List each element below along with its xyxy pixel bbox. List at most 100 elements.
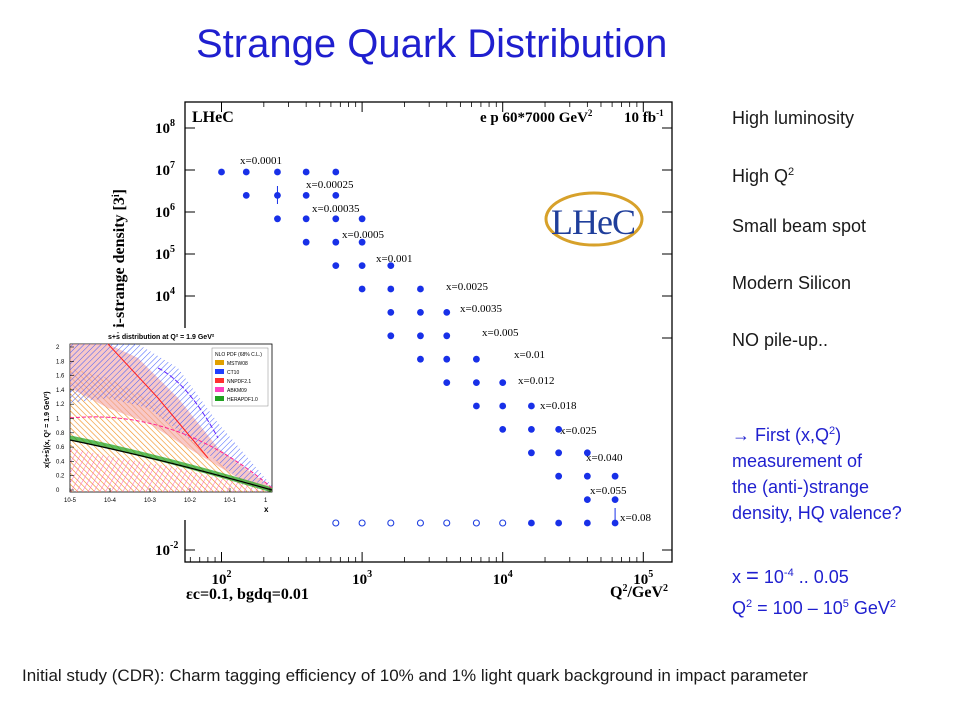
data-point (499, 379, 507, 386)
conclusion-line-1: → First (x,Q2) (732, 425, 842, 445)
data-point (242, 192, 250, 199)
footer-note: Initial study (CDR): Charm tagging effic… (22, 666, 808, 685)
data-point (417, 309, 424, 316)
data-point (387, 309, 395, 316)
inset-plot: s+s̄ distribution at Q² = 1.9 GeV² NLO P… (38, 328, 282, 520)
inset-y-tick-label: 0.6 (56, 445, 65, 451)
data-point (443, 379, 451, 386)
inset-legend-label: NLO PDF (68% C.L.) (215, 352, 262, 358)
plot-lumi: 10 fb-1 (624, 108, 664, 126)
series-label: x=0.0005 (342, 229, 384, 241)
inset-legend-label: CT10 (227, 370, 239, 376)
data-point (472, 355, 480, 363)
data-point (417, 285, 424, 293)
data-point-open (416, 519, 424, 527)
series-label: x=0.01 (514, 349, 545, 361)
bullet-no-pile-up: NO pile-up.. (732, 330, 829, 350)
inset-y-tick-label: 1.4 (56, 388, 65, 394)
data-point (611, 472, 619, 480)
data-point (555, 519, 563, 527)
data-point (472, 379, 480, 386)
lhec-logo: LHeC (544, 191, 644, 247)
data-point-open (443, 519, 451, 527)
data-point (358, 262, 366, 269)
inset-legend-swatch (215, 369, 224, 374)
q2-range: Q2 = 100 – 105 GeV2 (732, 598, 897, 618)
data-point-open (472, 519, 480, 527)
inset-legend-swatch (215, 378, 224, 383)
data-point (555, 426, 563, 433)
inset-x-tick-label: 10-3 (144, 498, 157, 504)
series-label: x=0.00035 (312, 203, 360, 215)
inset-legend-label: NNPDF2.1 (227, 379, 251, 385)
conclusion-text: → First (x,Q2) measurement of the (anti-… (732, 418, 902, 526)
series-label: x=0.040 (586, 452, 623, 464)
plot-ylabel: anti-strange density [3i] (111, 189, 128, 350)
series-label: x=0.012 (518, 375, 554, 387)
data-point (218, 168, 225, 176)
y-tick-label: 104 (155, 286, 175, 305)
plot-title-left: LHeC (192, 109, 234, 126)
inset-y-tick-label: 0 (56, 488, 60, 494)
data-point (583, 496, 591, 503)
data-point-open (358, 519, 366, 527)
data-point (528, 426, 535, 433)
data-point (499, 426, 507, 433)
data-point (555, 449, 563, 457)
series-label: x=0.001 (376, 253, 412, 265)
y-tick-label: 10-2 (155, 540, 178, 559)
data-point (332, 238, 340, 246)
kinematic-ranges: x = 10-4 .. 0.05 Q2 = 100 – 105 GeV2 (732, 560, 896, 622)
conclusion-line-3: the (anti-)strange (732, 477, 870, 497)
inset-y-tick-label: 1.8 (56, 359, 65, 365)
data-point (358, 215, 366, 223)
data-point-open (387, 519, 395, 527)
data-point (443, 332, 451, 340)
data-point (332, 168, 340, 176)
inset-y-tick-label: 0.8 (56, 431, 65, 437)
bullet-small-beam-spot: Small beam spot (732, 216, 867, 236)
plot-xlabel: Q2/GeV2 (610, 583, 668, 601)
inset-y-tick-label: 1 (56, 417, 60, 423)
data-point (358, 238, 366, 246)
bullet-high-q2: High Q2 (732, 166, 795, 186)
inset-x-tick-label: 10-2 (184, 498, 197, 504)
inset-ylabel: x(s+s̄)(x, Q² = 1.9 GeV²) (42, 391, 51, 468)
series-label: x=0.025 (560, 425, 597, 437)
bullet-high-luminosity: High luminosity (732, 108, 855, 128)
data-point (555, 472, 563, 480)
data-point (528, 402, 535, 410)
plot-title-right: e p 60*7000 GeV2 (480, 108, 593, 126)
data-point (417, 355, 424, 363)
data-point (583, 449, 591, 457)
inset-legend-swatch (215, 396, 224, 401)
inset-legend-label: ABKM09 (227, 388, 247, 394)
series-label: x=0.0035 (460, 303, 502, 315)
inset-title: s+s̄ distribution at Q² = 1.9 GeV² (108, 332, 215, 341)
data-point (387, 332, 395, 340)
inset-x-tick-label: 10-4 (104, 498, 117, 504)
data-point (274, 168, 281, 176)
inset-y-tick-label: 2 (56, 345, 60, 351)
data-point (302, 168, 310, 176)
inset-legend-label: MSTW08 (227, 361, 248, 367)
data-point (443, 355, 451, 363)
series-label: x=0.055 (590, 485, 627, 497)
conclusion-line-2: measurement of (732, 451, 863, 471)
data-point (302, 192, 310, 199)
arrow-icon: → (732, 425, 750, 445)
data-point (528, 519, 535, 527)
x-range: x = 10-4 .. 0.05 (732, 563, 849, 588)
inset-xlabel: x (264, 505, 269, 514)
data-point (302, 238, 310, 246)
data-point (302, 215, 310, 223)
plot-footnote: εc=0.1, bgdq=0.01 (186, 586, 309, 603)
data-point (583, 519, 591, 527)
data-point-open (499, 519, 507, 527)
data-point (443, 309, 451, 316)
x-tick-label: 102 (212, 569, 232, 588)
data-point (274, 215, 281, 223)
data-point (499, 402, 507, 410)
series-label: x=0.018 (540, 400, 577, 412)
